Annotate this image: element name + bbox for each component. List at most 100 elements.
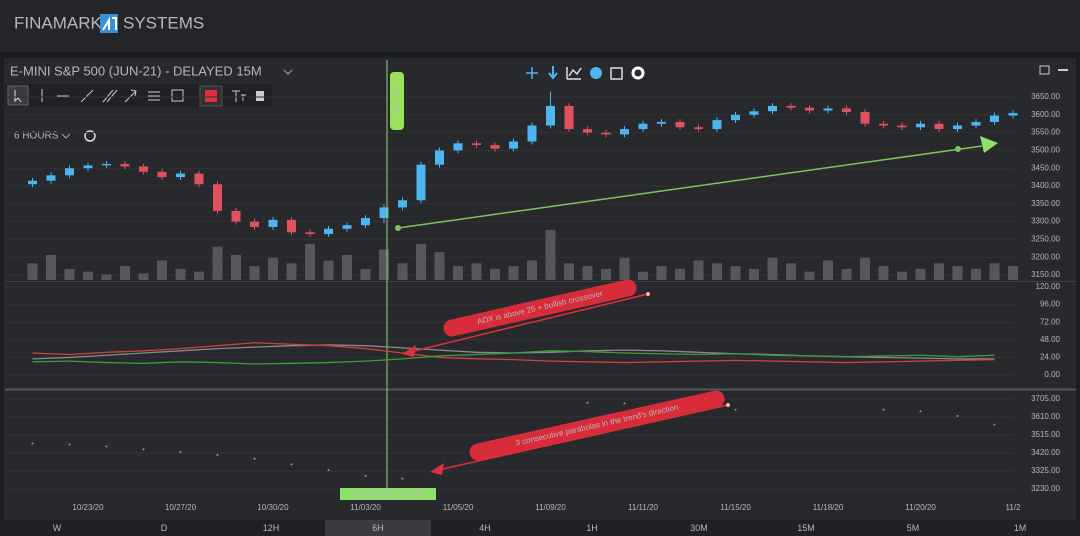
tool-delete[interactable] [256, 91, 264, 101]
volume-bar [323, 260, 334, 280]
icon-calendar[interactable] [610, 67, 623, 80]
timeframe-button[interactable]: W [53, 523, 62, 533]
candle-body [879, 123, 888, 126]
title-dropdown[interactable] [283, 69, 293, 75]
timeframe-button[interactable]: 1H [586, 523, 598, 533]
y-tick-label: 3230.00 [1031, 484, 1060, 493]
y-tick-label: 96.00 [1040, 300, 1061, 309]
icon-crosshair[interactable] [526, 67, 538, 79]
candle-body [620, 129, 629, 135]
callout-line [409, 293, 649, 353]
candle-body [638, 123, 648, 130]
candle-body [916, 123, 925, 128]
candle-body [897, 125, 907, 128]
y-tick-label: 3450.00 [1031, 163, 1060, 172]
candle-body [860, 111, 870, 124]
volume-bar [508, 266, 519, 280]
candle-body [46, 175, 56, 181]
x-tick-label: 11/15/20 [720, 503, 751, 512]
sar-dot [216, 453, 219, 456]
tool-trend[interactable] [80, 89, 94, 103]
icon-layers[interactable] [590, 67, 602, 79]
timeframe-button[interactable]: 4H [479, 523, 491, 533]
candle-body [342, 225, 352, 229]
candle-body [102, 163, 111, 166]
volume-bar [268, 257, 278, 280]
volume-bar [804, 271, 815, 280]
x-tick-label: 11/11/20 [628, 503, 659, 512]
candle-body [675, 121, 685, 128]
volume-bar [601, 268, 611, 280]
tool-arrow[interactable] [124, 89, 137, 103]
volume-bar [564, 263, 574, 280]
candle-body [435, 150, 444, 165]
timeframe-button[interactable]: D [161, 523, 168, 533]
sar-dot [290, 463, 293, 466]
indicator-line [32, 350, 995, 365]
y-tick-label: 0.00 [1044, 370, 1060, 379]
volume-bar [934, 263, 944, 280]
volume-bar [64, 268, 75, 280]
logo-mark [102, 16, 117, 31]
icon-download[interactable] [548, 66, 558, 80]
timeframe-button[interactable]: 15M [797, 523, 815, 533]
tool-rect[interactable] [171, 89, 184, 102]
candle-body [842, 108, 851, 112]
candle-body [805, 107, 814, 111]
tool-pointer[interactable] [7, 85, 29, 106]
volume-bar [360, 268, 371, 280]
volume-bar [471, 263, 482, 280]
y-tick-label: 3610.00 [1031, 412, 1060, 421]
candle-body [268, 219, 278, 227]
volume-bar [231, 255, 241, 280]
volume-bar [619, 257, 630, 280]
volume-bar [841, 268, 852, 280]
volume-bar [1008, 266, 1018, 280]
candle-body [546, 105, 555, 126]
tool-fib[interactable] [148, 91, 160, 101]
y-tick-label: 72.00 [1040, 317, 1061, 326]
candle-body [786, 105, 796, 108]
volume-bar [527, 260, 537, 280]
indicator-line [32, 342, 995, 364]
candle-body [83, 165, 93, 169]
timeframe-button[interactable]: 30M [690, 523, 708, 533]
icon-window[interactable] [1039, 65, 1050, 75]
y-tick-label: 120.00 [1036, 282, 1061, 291]
sar-dot [956, 415, 959, 418]
volume-bar [693, 260, 704, 280]
interval-dropdown[interactable] [61, 133, 71, 139]
volume-bar [786, 263, 796, 280]
buy-order-label: buy order [393, 86, 400, 116]
y-tick-label: 3515.00 [1031, 430, 1060, 439]
timeframe-button[interactable]: 1M [1014, 523, 1027, 533]
candle-body [194, 173, 204, 185]
icon-indicators[interactable] [566, 67, 582, 80]
volume-bar [46, 255, 56, 280]
candle-body [583, 129, 592, 133]
x-tick-label: 10/27/20 [165, 503, 197, 512]
tool-text[interactable] [232, 90, 246, 102]
candle-body [379, 207, 389, 219]
timeframe-button[interactable]: 5M [907, 523, 920, 533]
refresh-icon[interactable] [84, 130, 96, 142]
top-bar [0, 0, 1080, 52]
x-tick-label: 11/2 [1006, 503, 1022, 512]
volume-bar [952, 266, 963, 280]
volume-bar [83, 271, 93, 280]
icon-settings[interactable] [631, 66, 645, 80]
tool-channel[interactable] [102, 89, 118, 103]
timeframe-button[interactable]: 12H [263, 523, 280, 533]
volume-bar [101, 274, 112, 280]
timeframe-button[interactable]: 6H [372, 523, 384, 533]
volume-bar [305, 243, 315, 280]
candle-body [139, 166, 148, 172]
volume-bar [971, 268, 981, 280]
volume-bar [582, 266, 593, 280]
candle-body [731, 114, 740, 121]
interval-label[interactable]: 6 HOURS [14, 131, 59, 142]
timeframe-bar [0, 520, 1080, 536]
drawing-toolbar [5, 84, 272, 107]
candle-body [990, 115, 999, 122]
sar-dot [142, 448, 145, 451]
